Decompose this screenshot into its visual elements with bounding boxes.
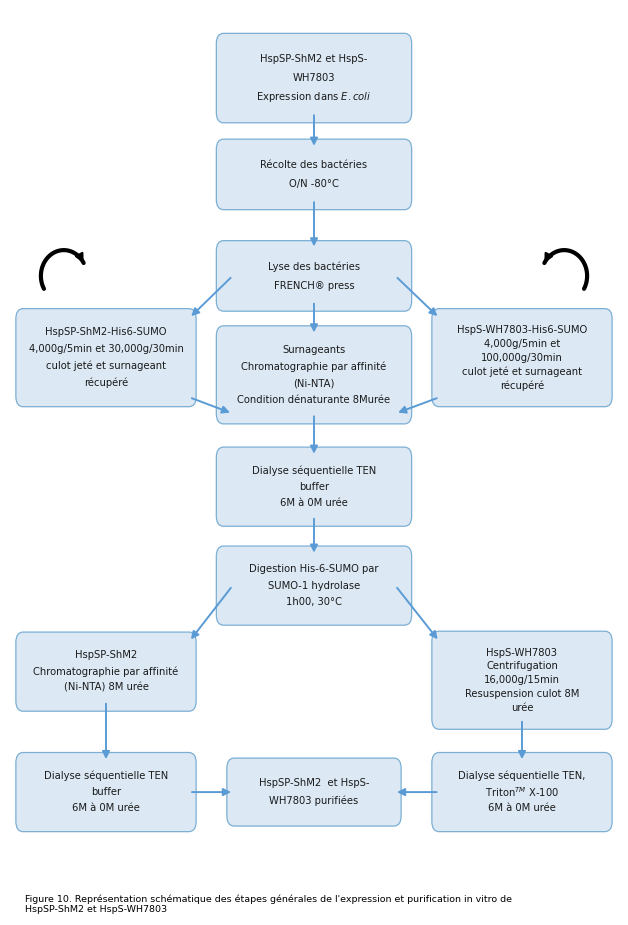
Text: buffer: buffer: [91, 787, 121, 797]
FancyBboxPatch shape: [16, 309, 196, 407]
Text: (Ni-NTA): (Ni-NTA): [293, 378, 335, 388]
Text: WH7803 purifiées: WH7803 purifiées: [269, 796, 359, 807]
Text: Resuspension culot 8M: Resuspension culot 8M: [465, 689, 579, 699]
Text: HspS-WH7803-His6-SUMO: HspS-WH7803-His6-SUMO: [457, 325, 587, 335]
FancyBboxPatch shape: [216, 240, 412, 311]
Text: HspSP-ShM2-His6-SUMO: HspSP-ShM2-His6-SUMO: [45, 327, 167, 338]
Text: HspS-WH7803: HspS-WH7803: [487, 648, 558, 658]
FancyBboxPatch shape: [16, 753, 196, 832]
Text: (Ni-NTA) 8M urée: (Ni-NTA) 8M urée: [63, 683, 148, 693]
Text: HspSP-ShM2 et HspS-: HspSP-ShM2 et HspS-: [261, 54, 367, 64]
FancyBboxPatch shape: [216, 546, 412, 625]
Text: Récolte des bactéries: Récolte des bactéries: [261, 160, 367, 170]
Text: 16,000g/15min: 16,000g/15min: [484, 675, 560, 685]
FancyBboxPatch shape: [216, 447, 412, 526]
Text: Dialyse séquentielle TEN,: Dialyse séquentielle TEN,: [458, 771, 586, 781]
Text: Chromatographie par affinité: Chromatographie par affinité: [241, 361, 387, 372]
Text: urée: urée: [511, 703, 533, 713]
Text: culot jeté et surnageant: culot jeté et surnageant: [46, 361, 166, 371]
Text: culot jeté et surnageant: culot jeté et surnageant: [462, 366, 582, 376]
Text: 100,000g/30min: 100,000g/30min: [481, 352, 563, 363]
Text: 4,000g/5min et 30,000g/30min: 4,000g/5min et 30,000g/30min: [28, 344, 183, 354]
Text: Centrifugation: Centrifugation: [486, 661, 558, 672]
Text: Condition dénaturante 8Murée: Condition dénaturante 8Murée: [237, 395, 391, 405]
Text: Lyse des bactéries: Lyse des bactéries: [268, 261, 360, 272]
Text: buffer: buffer: [299, 482, 329, 492]
FancyBboxPatch shape: [216, 33, 412, 123]
Text: FRENCH® press: FRENCH® press: [274, 280, 354, 290]
Text: 6M à 0M urée: 6M à 0M urée: [280, 498, 348, 508]
FancyBboxPatch shape: [432, 631, 612, 729]
Text: O/N -80°C: O/N -80°C: [289, 179, 339, 189]
Text: Digestion His-6-SUMO par: Digestion His-6-SUMO par: [249, 564, 379, 574]
Text: 1h00, 30°C: 1h00, 30°C: [286, 597, 342, 607]
FancyBboxPatch shape: [432, 753, 612, 832]
FancyBboxPatch shape: [216, 139, 412, 210]
FancyBboxPatch shape: [216, 326, 412, 424]
Text: SUMO-1 hydrolase: SUMO-1 hydrolase: [268, 581, 360, 591]
Text: 6M à 0M urée: 6M à 0M urée: [72, 803, 140, 813]
Text: Chromatographie par affinité: Chromatographie par affinité: [33, 666, 178, 677]
Text: HspSP-ShM2  et HspS-: HspSP-ShM2 et HspS-: [259, 778, 369, 788]
Text: WH7803: WH7803: [293, 73, 335, 83]
Text: récupéré: récupéré: [500, 380, 544, 390]
Text: 6M à 0M urée: 6M à 0M urée: [488, 803, 556, 813]
FancyBboxPatch shape: [432, 309, 612, 407]
Text: 4,000g/5min et: 4,000g/5min et: [484, 339, 560, 349]
Text: Surnageants: Surnageants: [283, 345, 345, 354]
Text: Dialyse séquentielle TEN: Dialyse séquentielle TEN: [44, 771, 168, 781]
Text: HspSP-ShM2: HspSP-ShM2: [75, 650, 137, 660]
Text: Expression dans $\it{E. coli}$: Expression dans $\it{E. coli}$: [256, 90, 372, 105]
FancyBboxPatch shape: [227, 758, 401, 826]
Text: Figure 10. Représentation schématique des étapes générales de l'expression et pu: Figure 10. Représentation schématique de…: [25, 894, 512, 914]
Text: récupéré: récupéré: [84, 377, 128, 388]
Text: Triton$^{TM}$ X-100: Triton$^{TM}$ X-100: [485, 785, 559, 799]
FancyBboxPatch shape: [16, 632, 196, 711]
Text: Dialyse séquentielle TEN: Dialyse séquentielle TEN: [252, 465, 376, 475]
